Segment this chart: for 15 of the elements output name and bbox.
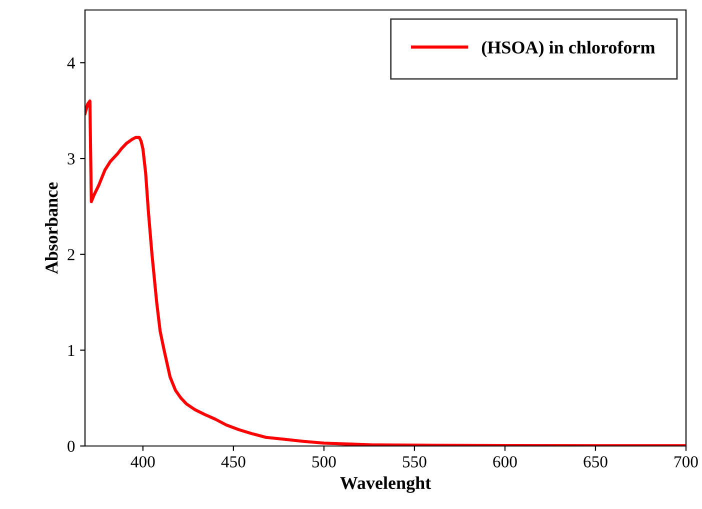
x-tick-label: 700 [674, 456, 698, 468]
y-tick-label: 1 [68, 344, 74, 356]
x-tick-label: 500 [312, 456, 336, 468]
y-tick-label: 4 [67, 58, 76, 68]
x-axis-title: Wavelenght [340, 476, 432, 493]
legend-label: (HSOA) in chloroform [482, 40, 655, 58]
y-tick-label: 2 [68, 249, 74, 260]
x-tick-label: 650 [584, 456, 608, 468]
x-tick-label: 450 [221, 456, 246, 468]
x-tick-label: 550 [402, 456, 426, 468]
y-tick-label: 3 [68, 153, 75, 164]
y-axis-title: Absorbance [45, 182, 58, 274]
x-tick-label: 400 [130, 456, 155, 468]
y-tick-label: 0 [68, 440, 75, 452]
x-tick-label: 600 [493, 456, 517, 468]
